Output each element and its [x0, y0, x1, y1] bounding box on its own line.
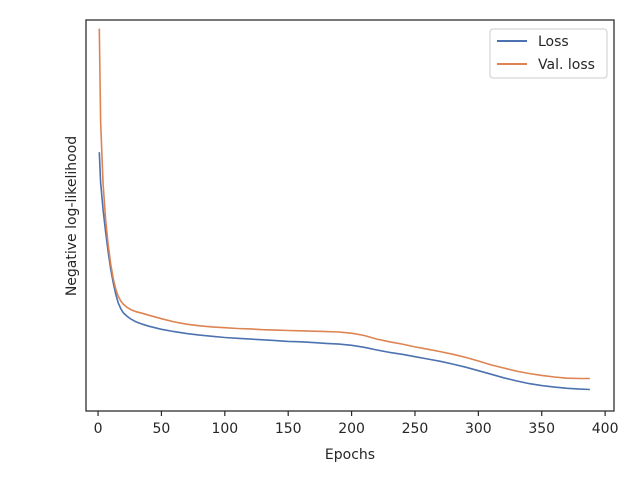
- x-tick-label: 200: [338, 421, 365, 437]
- x-tick-label: 350: [528, 421, 555, 437]
- x-axis-ticks: 0 50 100 150 200 250 300 350 400: [94, 411, 619, 437]
- legend-label-loss: Loss: [538, 34, 569, 50]
- plot-area: [85, 19, 615, 412]
- legend-label-val-loss: Val. loss: [538, 57, 595, 73]
- x-axis-label: Epochs: [325, 447, 375, 463]
- series-line-val-loss: [98, 28, 590, 380]
- x-tick-label: 50: [153, 421, 171, 437]
- x-tick-label: 150: [275, 421, 302, 437]
- x-tick-label: 0: [94, 421, 103, 437]
- legend: Loss Val. loss: [489, 28, 608, 79]
- y-axis-label: Negative log-likelihood: [64, 136, 80, 296]
- x-tick-label: 300: [465, 421, 492, 437]
- x-tick-label: 250: [402, 421, 429, 437]
- series-lines: [98, 28, 590, 391]
- x-tick-label: 400: [592, 421, 619, 437]
- x-tick-label: 100: [211, 421, 238, 437]
- series-line-loss: [98, 152, 590, 391]
